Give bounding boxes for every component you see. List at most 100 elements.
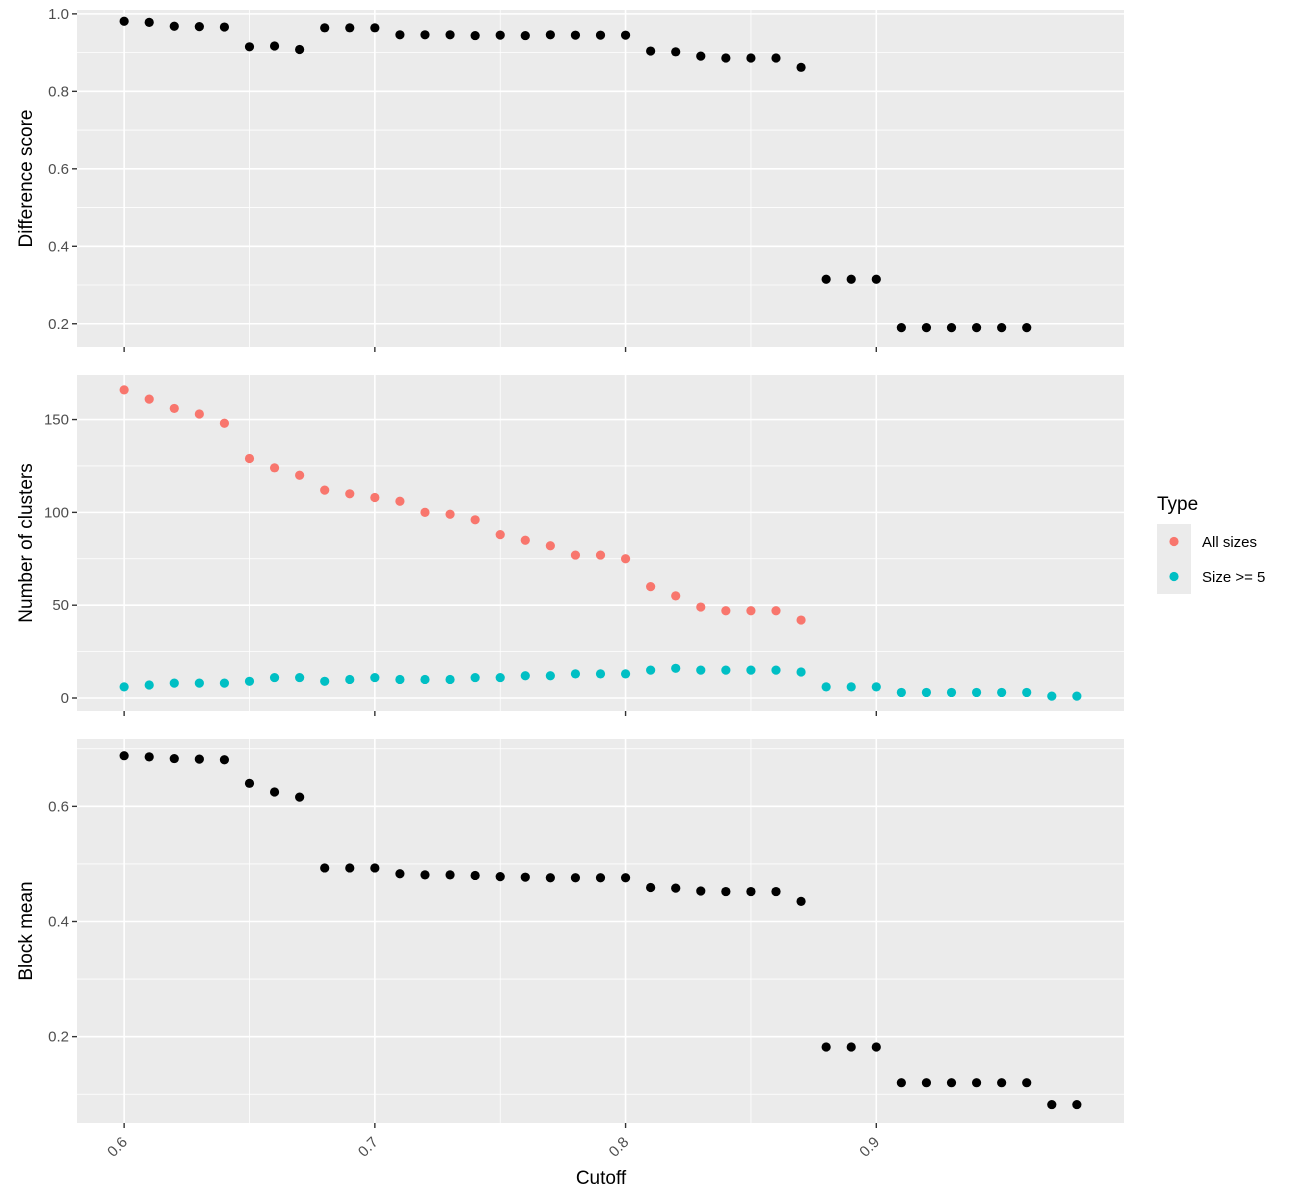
data-point xyxy=(821,1042,831,1052)
data-point xyxy=(696,665,706,675)
data-point xyxy=(295,672,305,683)
y-tick-label: 1.0 xyxy=(48,6,69,23)
data-point xyxy=(671,663,681,673)
data-point xyxy=(620,873,631,883)
data-point xyxy=(420,507,430,517)
data-point xyxy=(1072,691,1082,701)
x-tick-label: 0.6 xyxy=(104,1134,131,1161)
data-point xyxy=(545,30,555,40)
data-point xyxy=(295,44,305,55)
data-point xyxy=(395,869,405,879)
data-point xyxy=(871,682,881,692)
data-point xyxy=(445,870,455,880)
data-point xyxy=(971,1078,982,1088)
x-tick-label: 0.8 xyxy=(606,1134,633,1161)
data-point xyxy=(796,615,806,625)
data-point xyxy=(721,665,731,675)
panel-2: 0 50 100 150 Number of clusters xyxy=(16,375,1124,716)
data-point xyxy=(395,496,405,506)
data-point xyxy=(194,678,204,688)
data-point xyxy=(119,16,129,26)
data-point xyxy=(746,53,756,63)
data-point xyxy=(671,47,681,57)
y-tick-label: 0.4 xyxy=(48,914,69,931)
data-point xyxy=(144,394,154,404)
data-point xyxy=(971,687,982,698)
y-tick-label: 0.6 xyxy=(48,161,69,178)
data-point xyxy=(570,873,581,883)
data-point xyxy=(470,870,480,881)
data-point xyxy=(194,754,204,764)
data-point xyxy=(345,489,355,499)
series-1 xyxy=(119,16,1032,333)
data-point xyxy=(871,1042,881,1052)
data-point xyxy=(244,42,255,52)
data-point xyxy=(1047,1099,1057,1110)
data-point xyxy=(520,535,530,545)
data-point xyxy=(320,23,330,33)
y-tick-label: 0.4 xyxy=(48,238,69,255)
panel-3: 0.2 0.4 0.6 Block mean xyxy=(16,739,1124,1128)
y-tick-label: 0 xyxy=(61,690,69,707)
y-tick-label: 50 xyxy=(52,597,69,614)
data-point xyxy=(796,667,806,677)
data-point xyxy=(244,676,255,686)
data-point xyxy=(420,674,430,685)
data-point xyxy=(144,17,154,27)
data-point xyxy=(445,674,455,685)
data-point xyxy=(896,1078,906,1088)
data-point xyxy=(620,554,631,564)
data-point xyxy=(520,671,530,681)
data-point xyxy=(119,751,129,761)
data-point xyxy=(721,886,731,897)
data-point xyxy=(244,453,255,464)
panel-1: 0.2 0.4 0.6 0.8 1.0 Difference score xyxy=(16,6,1124,352)
data-point xyxy=(445,509,455,519)
panel-background xyxy=(77,10,1124,347)
data-point xyxy=(971,323,982,333)
panel-background xyxy=(77,375,1124,711)
legend-label: All sizes xyxy=(1202,534,1257,551)
y-axis-title: Difference score xyxy=(16,110,37,248)
data-point xyxy=(420,30,430,40)
data-point xyxy=(219,678,230,688)
data-point xyxy=(646,882,656,893)
data-point xyxy=(696,602,706,612)
data-point xyxy=(520,872,530,882)
data-point xyxy=(169,21,179,31)
data-point xyxy=(595,669,606,679)
data-point xyxy=(345,23,355,33)
legend: Type All sizes Size >= 5 xyxy=(1157,494,1265,594)
data-point xyxy=(495,871,505,882)
y-tick-label: 150 xyxy=(44,412,69,429)
x-axis-title: Cutoff xyxy=(576,1168,627,1189)
data-point xyxy=(620,669,631,679)
series-1 xyxy=(119,751,1082,1110)
data-point xyxy=(921,687,932,698)
data-point xyxy=(520,30,530,41)
data-point xyxy=(169,678,179,688)
data-point xyxy=(119,682,129,692)
y-tick-label: 100 xyxy=(44,504,69,521)
data-point xyxy=(194,409,204,419)
data-point xyxy=(570,30,581,40)
data-point xyxy=(370,492,380,503)
legend-key-point xyxy=(1169,536,1179,547)
data-point xyxy=(771,606,781,616)
data-point xyxy=(470,30,480,41)
data-point xyxy=(545,873,555,883)
data-point xyxy=(320,863,330,873)
legend-key-point xyxy=(1169,571,1179,582)
legend-entries: All sizes Size >= 5 xyxy=(1157,524,1265,594)
data-point xyxy=(194,22,204,32)
data-point xyxy=(395,674,405,685)
data-point xyxy=(997,687,1007,698)
data-point xyxy=(846,682,856,692)
data-point xyxy=(846,274,856,284)
data-point xyxy=(595,30,606,40)
data-point xyxy=(997,323,1007,333)
data-point xyxy=(219,755,230,765)
data-point xyxy=(946,1078,957,1088)
data-point xyxy=(921,1078,932,1088)
data-point xyxy=(269,41,280,51)
